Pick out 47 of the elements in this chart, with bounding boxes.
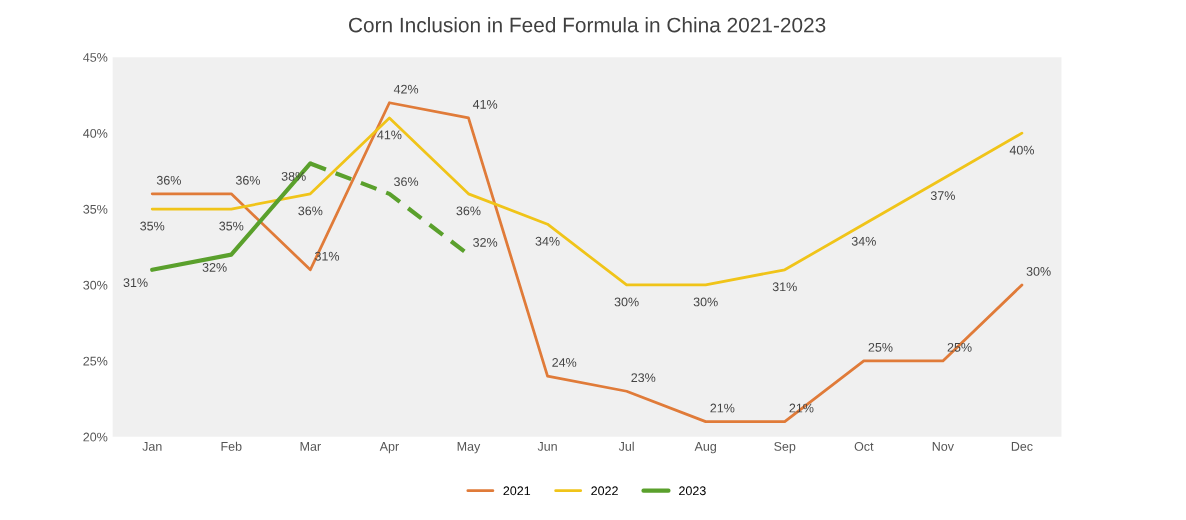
data-label: 30% [614,297,639,307]
x-tick-label: Jan [142,442,162,451]
y-tick-label: 20% [83,432,108,442]
x-tick-label: Jul [618,441,634,451]
data-label: 35% [140,221,165,231]
y-tick-label: 35% [83,204,108,214]
data-label: 24% [552,358,577,367]
data-label: 23% [631,373,656,383]
data-label: 30% [693,297,718,307]
data-label: 25% [868,342,893,352]
data-label: 37% [930,191,955,201]
data-label: 41% [472,99,498,109]
data-label: 36% [235,175,260,185]
legend-label: 2022 [591,486,618,496]
x-tick-label: Apr [379,442,399,454]
data-label: 41% [377,130,402,140]
data-label: 36% [298,206,323,216]
x-tick-label: Sep [774,441,796,454]
data-label: 36% [456,206,481,216]
y-tick-label: 45% [83,53,108,62]
data-label: 42% [393,84,419,94]
y-tick-label: 30% [83,280,108,290]
chart-title: Corn Inclusion in Feed Formula in China 2021-2023 [349,17,826,33]
data-label: 30% [1026,266,1051,276]
y-tick-label: 25% [83,356,108,366]
data-label: 32% [473,237,498,247]
x-tick-label: Oct [854,441,874,451]
x-tick-label: Nov [932,442,954,451]
x-tick-label: Dec [1011,442,1033,451]
data-label: 40% [1009,145,1034,155]
x-tick-label: Feb [221,441,242,451]
data-label: 34% [851,236,876,246]
y-tick-label: 40% [83,128,108,138]
data-label: 31% [772,282,797,292]
x-tick-label: Mar [300,442,321,451]
legend-label: 2021 [503,486,531,496]
data-label: 34% [535,236,560,246]
data-label: 36% [156,175,181,185]
data-label: 31% [123,278,148,288]
x-tick-label: Aug [694,442,716,454]
x-tick-label: Jun [537,442,557,451]
data-label: 35% [219,221,244,231]
x-tick-label: May [457,442,481,454]
data-label: 21% [710,403,735,413]
legend-label: 2023 [679,486,706,496]
data-label: 36% [394,177,419,187]
data-label: 32% [202,262,227,272]
